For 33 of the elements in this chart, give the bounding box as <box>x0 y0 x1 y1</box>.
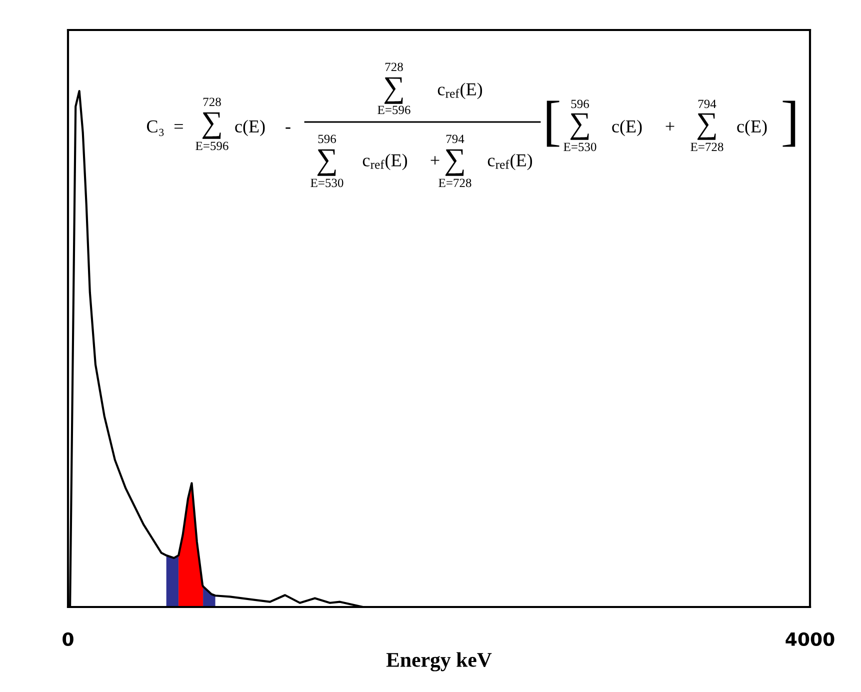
annotation: 596 <box>318 134 336 144</box>
x-tick-label: 4000 <box>786 632 834 646</box>
annotation: + <box>430 156 440 165</box>
annotation: 794 <box>698 100 716 108</box>
annotation: [ <box>546 100 560 147</box>
annotation: ∑ <box>570 113 589 140</box>
annotation: c(E) <box>612 120 642 136</box>
annotation: c$_{ref}$(E) <box>362 154 408 170</box>
annotation: c(E) <box>235 120 265 136</box>
annotation: ] <box>782 100 796 147</box>
annotation: ∑ <box>317 149 336 176</box>
annotation: - <box>286 127 290 129</box>
annotation: + <box>666 122 674 131</box>
annotation: E=596 <box>196 142 228 150</box>
x-tick-label: 0 <box>62 632 74 646</box>
annotation: E=728 <box>690 142 724 152</box>
annotation: E=530 <box>310 178 344 188</box>
annotation: ∑ <box>202 112 221 139</box>
annotation: c(E) <box>737 120 767 136</box>
text: 728 <box>385 62 403 72</box>
annotation: E=728 <box>438 178 472 188</box>
annotation: c$_{ref}$(E) <box>488 154 532 170</box>
annotation: E=596 <box>378 106 410 114</box>
annotation: E=530 <box>564 142 596 152</box>
annotation: ∑ <box>384 77 403 104</box>
x-axis-title: Energy keV <box>386 652 492 672</box>
annotation: 728 <box>203 98 221 106</box>
annotation: 596 <box>571 100 589 108</box>
annotation: c$_{ref}$(E) <box>438 82 482 100</box>
annotation: ∑ <box>697 113 716 140</box>
annotation: ∑ <box>445 149 464 176</box>
annotation: 794 <box>446 134 464 144</box>
annotation: C₃ = <box>146 120 183 136</box>
